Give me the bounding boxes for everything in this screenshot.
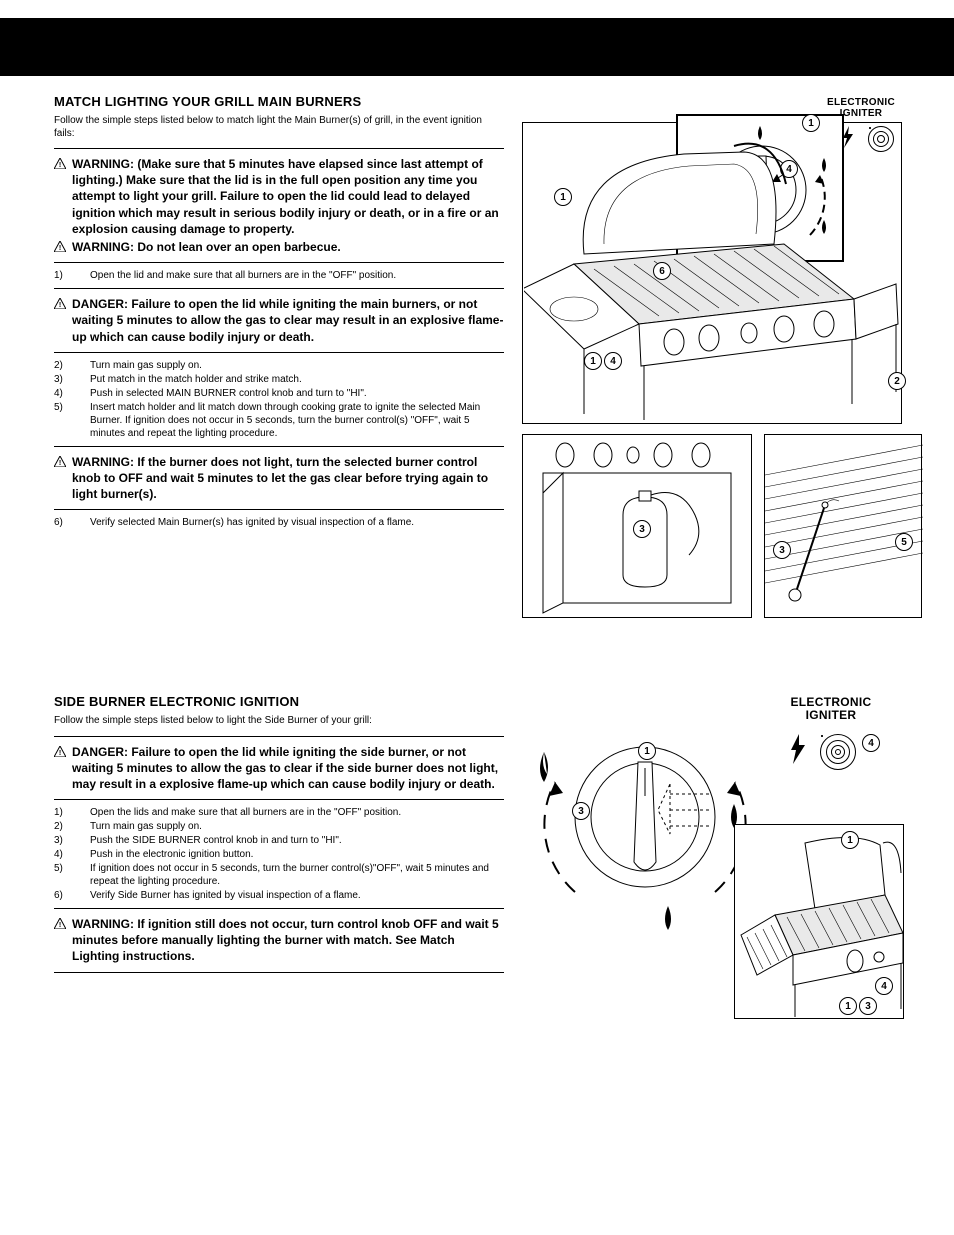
step-num: 5) bbox=[54, 401, 78, 440]
warning-icon: ! bbox=[54, 240, 66, 251]
igniter-label-line2: IGNITER bbox=[840, 108, 883, 119]
step-num: 2) bbox=[54, 359, 78, 372]
callout-3: 3 bbox=[773, 541, 791, 559]
danger-text: DANGER: Failure to open the lid while ig… bbox=[72, 744, 504, 793]
section-a-text: MATCH LIGHTING YOUR GRILL MAIN BURNERS F… bbox=[54, 94, 504, 624]
warning-icon: ! bbox=[54, 455, 66, 466]
header-band bbox=[0, 18, 954, 76]
callout-3: 3 bbox=[633, 520, 651, 538]
step-text: Open the lid and make sure that all burn… bbox=[90, 269, 504, 282]
grate-panel: 5 3 bbox=[764, 434, 922, 618]
step-num: 4) bbox=[54, 387, 78, 400]
section-b-warning-1: ! WARNING: If ignition still does not oc… bbox=[54, 908, 504, 973]
step-num: 4) bbox=[54, 848, 78, 861]
grate-svg bbox=[765, 435, 923, 619]
svg-text:!: ! bbox=[59, 460, 61, 467]
step-num: 1) bbox=[54, 269, 78, 282]
danger-text: DANGER: Failure to open the lid while ig… bbox=[72, 296, 504, 345]
section-b-steps: 1) Open the lids and make sure that all b… bbox=[54, 806, 504, 902]
igniter-label: ELECTRONIC IGNITER bbox=[776, 696, 886, 722]
step-text: Turn main gas supply on. bbox=[90, 820, 504, 833]
section-a-steps-3: 6) Verify selected Main Burner(s) has ign… bbox=[54, 516, 504, 529]
section-a-steps-1: 1) Open the lid and make sure that all bu… bbox=[54, 269, 504, 282]
page-content: MATCH LIGHTING YOUR GRILL MAIN BURNERS F… bbox=[54, 94, 900, 1034]
section-b-figure: ELECTRONIC IGNITER 4 bbox=[528, 694, 900, 1034]
step-text: Open the lids and make sure that all bur… bbox=[90, 806, 504, 819]
igniter-label-line1: ELECTRONIC bbox=[827, 97, 895, 108]
warning-text: WARNING: If ignition still does not occu… bbox=[72, 916, 504, 965]
step-num: 6) bbox=[54, 889, 78, 902]
warning-icon: ! bbox=[54, 157, 66, 168]
step-text: Push in selected MAIN BURNER control kno… bbox=[90, 387, 504, 400]
section-a-figure: ELECTRONIC IGNITER bbox=[528, 94, 900, 624]
step-num: 3) bbox=[54, 834, 78, 847]
section-a-title: MATCH LIGHTING YOUR GRILL MAIN BURNERS bbox=[54, 94, 504, 109]
igniter-button-icon bbox=[820, 734, 856, 770]
step-text: Push the SIDE BURNER control knob in and… bbox=[90, 834, 504, 847]
svg-text:!: ! bbox=[59, 750, 61, 757]
callout-4: 4 bbox=[862, 734, 880, 752]
callout-4: 4 bbox=[604, 352, 622, 370]
section-a-danger-1: ! DANGER: Failure to open the lid while … bbox=[54, 288, 504, 353]
mini-grill-panel: 1 4 1 3 bbox=[734, 824, 904, 1019]
svg-text:!: ! bbox=[59, 162, 61, 169]
step-num: 6) bbox=[54, 516, 78, 529]
callout-4: 4 bbox=[875, 977, 893, 995]
callout-1: 1 bbox=[554, 188, 572, 206]
section-b-text: SIDE BURNER ELECTRONIC IGNITION Follow t… bbox=[54, 694, 504, 1034]
section-a-intro: Follow the simple steps listed below to … bbox=[54, 115, 504, 140]
step-text: Verify Side Burner has ignited by visual… bbox=[90, 889, 504, 902]
callout-6: 6 bbox=[653, 262, 671, 280]
warning-icon: ! bbox=[54, 745, 66, 756]
igniter-label-line1: ELECTRONIC bbox=[791, 695, 872, 709]
section-b-danger-1: ! DANGER: Failure to open the lid while … bbox=[54, 736, 504, 801]
section-b-title: SIDE BURNER ELECTRONIC IGNITION bbox=[54, 694, 504, 709]
step-text: If ignition does not occur in 5 seconds,… bbox=[90, 862, 504, 888]
step-num: 2) bbox=[54, 820, 78, 833]
step-text: Put match in the match holder and strike… bbox=[90, 373, 504, 386]
callout-5: 5 bbox=[895, 533, 913, 551]
callout-1: 1 bbox=[638, 742, 656, 760]
section-b-intro: Follow the simple steps listed below to … bbox=[54, 715, 504, 728]
step-text: Turn main gas supply on. bbox=[90, 359, 504, 372]
igniter-label-line2: IGNITER bbox=[806, 708, 857, 722]
section-match-lighting: MATCH LIGHTING YOUR GRILL MAIN BURNERS F… bbox=[54, 94, 900, 624]
side-knob-svg bbox=[520, 702, 770, 932]
step-num: 3) bbox=[54, 373, 78, 386]
section-a-steps-2: 2) Turn main gas supply on. 3) Put match i… bbox=[54, 359, 504, 440]
lightning-icon bbox=[788, 734, 808, 769]
callout-1: 1 bbox=[841, 831, 859, 849]
cabinet-panel: 3 bbox=[522, 434, 752, 618]
svg-text:!: ! bbox=[59, 922, 61, 929]
callout-3: 3 bbox=[572, 802, 590, 820]
step-num: 1) bbox=[54, 806, 78, 819]
section-a-warning-2: ! WARNING: If the burner does not light,… bbox=[54, 446, 504, 511]
callout-3: 3 bbox=[859, 997, 877, 1015]
callout-1: 1 bbox=[584, 352, 602, 370]
svg-text:!: ! bbox=[59, 302, 61, 309]
step-text: Insert match holder and lit match down t… bbox=[90, 401, 504, 440]
warning-icon: ! bbox=[54, 917, 66, 928]
step-text: Verify selected Main Burner(s) has ignit… bbox=[90, 516, 504, 529]
warning-text: WARNING: Do not lean over an open barbec… bbox=[72, 239, 504, 255]
warning-text: WARNING: (Make sure that 5 minutes have … bbox=[72, 156, 504, 237]
callout-2: 2 bbox=[888, 372, 906, 390]
step-num: 5) bbox=[54, 862, 78, 888]
warning-icon: ! bbox=[54, 297, 66, 308]
warning-text: WARNING: If the burner does not light, t… bbox=[72, 454, 504, 503]
section-a-warning-1: ! WARNING: (Make sure that 5 minutes hav… bbox=[54, 148, 504, 263]
svg-text:!: ! bbox=[59, 245, 61, 252]
grill-main-svg bbox=[524, 124, 900, 422]
step-text: Push in the electronic ignition button. bbox=[90, 848, 504, 861]
section-side-burner: SIDE BURNER ELECTRONIC IGNITION Follow t… bbox=[54, 694, 900, 1034]
callout-1: 1 bbox=[839, 997, 857, 1015]
